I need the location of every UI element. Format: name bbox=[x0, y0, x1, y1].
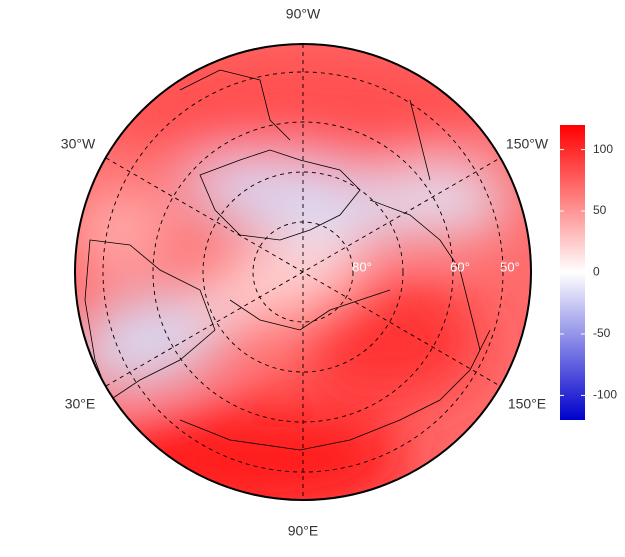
colorbar-tick-label: -100 bbox=[593, 388, 617, 402]
colorbar-tick-label: -50 bbox=[593, 326, 611, 340]
longitude-label: 150°E bbox=[508, 396, 546, 412]
longitude-label: 30°E bbox=[65, 396, 96, 412]
latitude-label: 80° bbox=[352, 259, 372, 274]
colorbar-tick-label: 0 bbox=[593, 265, 600, 279]
colorbar-ramp bbox=[560, 125, 585, 420]
latitude-label: 50° bbox=[500, 259, 520, 274]
graticule bbox=[102, 44, 504, 500]
colorbar-tick-label: 50 bbox=[593, 203, 607, 217]
longitude-label: 90°W bbox=[286, 6, 321, 22]
coastlines bbox=[84, 69, 491, 451]
colorbar: 100 50 0 -50 -100 bbox=[560, 125, 617, 420]
colorbar-tick-label: 100 bbox=[593, 142, 613, 156]
longitude-label: 30°W bbox=[61, 136, 96, 152]
latitude-label: 60° bbox=[450, 259, 470, 274]
map-border bbox=[74, 43, 532, 501]
longitude-label: 150°W bbox=[506, 136, 549, 152]
longitude-label: 90°E bbox=[288, 523, 319, 539]
field bbox=[75, 44, 531, 500]
